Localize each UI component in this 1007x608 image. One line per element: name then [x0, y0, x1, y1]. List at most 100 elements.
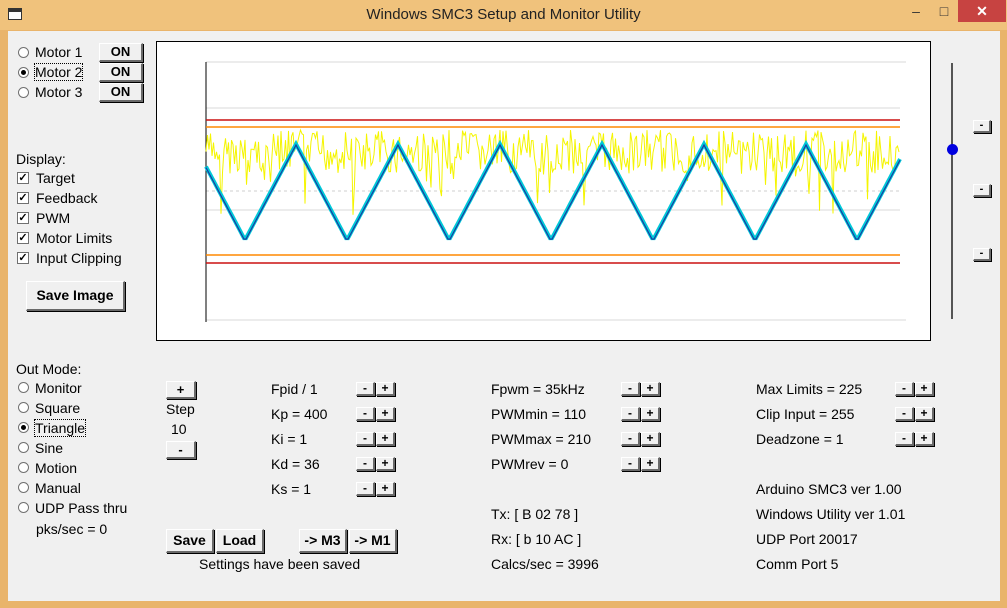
pwm-plus-button-3[interactable]: +	[641, 457, 660, 471]
motor-2-label: Motor 2	[33, 63, 84, 81]
mode-udp-radio[interactable]	[18, 502, 29, 513]
step-value: 10	[171, 421, 187, 437]
pwm-label-2: PWMmax = 210	[491, 431, 591, 447]
close-button[interactable]: ✕	[958, 0, 1006, 22]
mode-triangle-radio[interactable]	[18, 422, 29, 433]
tx-readout: Tx: [ B 02 78 ]	[491, 506, 579, 522]
mode-square-label: Square	[35, 400, 81, 416]
motor-2-radio[interactable]	[18, 67, 29, 78]
pid-minus-button-2[interactable]: -	[356, 432, 375, 446]
motor-1-radio[interactable]	[18, 47, 29, 58]
pwm-minus-button-3[interactable]: -	[621, 457, 640, 471]
maximize-button[interactable]: □	[939, 3, 949, 19]
load-button[interactable]: Load	[216, 529, 264, 553]
limit-plus-button-2[interactable]: +	[915, 432, 934, 446]
save-button[interactable]: Save	[166, 529, 214, 553]
pid-plus-button-1[interactable]: +	[376, 407, 395, 421]
plot-panel	[156, 41, 931, 341]
pid-plus-button-2[interactable]: +	[376, 432, 395, 446]
out-mode-heading: Out Mode:	[16, 361, 82, 377]
copy-to-m1-button[interactable]: -> M1	[349, 529, 397, 553]
window-title: Windows SMC3 Setup and Monitor Utility	[366, 6, 641, 23]
pwm-trace	[205, 128, 900, 215]
pwm-checkbox[interactable]: ✓	[17, 212, 29, 224]
app-icon	[8, 8, 22, 20]
motor-3-label: Motor 3	[35, 84, 83, 100]
step-plus-button[interactable]: +	[166, 381, 196, 399]
limit-label-2: Deadzone = 1	[756, 431, 844, 447]
limit-minus-button-2[interactable]: -	[895, 432, 914, 446]
feedback-checkbox[interactable]: ✓	[17, 192, 29, 204]
slider-middle-button[interactable]: -	[973, 184, 991, 197]
calcs-per-sec: Calcs/sec = 3996	[491, 556, 599, 572]
pwm-minus-button-2[interactable]: -	[621, 432, 640, 446]
arduino-version: Arduino SMC3 ver 1.00	[756, 481, 902, 497]
motor-limits-checkbox[interactable]: ✓	[17, 232, 29, 244]
pid-minus-button-0[interactable]: -	[356, 382, 375, 396]
motor-3-on-button[interactable]: ON	[99, 83, 143, 102]
pwm-plus-button-2[interactable]: +	[641, 432, 660, 446]
title-bar: Windows SMC3 Setup and Monitor Utility –…	[0, 0, 1007, 30]
comm-port: Comm Port 5	[756, 556, 839, 572]
motor-1-label: Motor 1	[35, 44, 83, 60]
client-area: Motor 1 ON Motor 2 ON Motor 3 ON Display…	[8, 31, 1000, 601]
limit-plus-button-1[interactable]: +	[915, 407, 934, 421]
mode-square-radio[interactable]	[18, 402, 29, 413]
motor-limits-label: Motor Limits	[36, 230, 113, 246]
pwm-plus-button-1[interactable]: +	[641, 407, 660, 421]
limit-minus-button-1[interactable]: -	[895, 407, 914, 421]
mode-motion-label: Motion	[35, 460, 78, 476]
pwm-minus-button-0[interactable]: -	[621, 382, 640, 396]
copy-to-m3-button[interactable]: -> M3	[299, 529, 347, 553]
limit-minus-button-0[interactable]: -	[895, 382, 914, 396]
feedback-trace	[205, 143, 901, 240]
position-slider-track[interactable]	[951, 63, 953, 319]
mode-manual-radio[interactable]	[18, 482, 29, 493]
slider-bottom-button[interactable]: -	[973, 248, 991, 261]
pid-plus-button-4[interactable]: +	[376, 482, 395, 496]
mode-monitor-radio[interactable]	[18, 382, 29, 393]
pid-label-1: Kp = 400	[271, 406, 328, 422]
input-clipping-label: Input Clipping	[36, 250, 122, 266]
input-clipping-checkbox[interactable]: ✓	[17, 252, 29, 264]
pid-label-2: Ki = 1	[271, 431, 308, 447]
position-slider-thumb[interactable]	[947, 144, 958, 155]
target-label: Target	[36, 170, 75, 186]
motor-3-radio[interactable]	[18, 87, 29, 98]
motor-2-on-button[interactable]: ON	[99, 63, 143, 82]
limit-label-0: Max Limits = 225	[756, 381, 863, 397]
rx-readout: Rx: [ b 10 AC ]	[491, 531, 582, 547]
utility-version: Windows Utility ver 1.01	[756, 506, 906, 522]
pid-label-0: Fpid / 1	[271, 381, 318, 397]
step-minus-button[interactable]: -	[166, 441, 196, 459]
waveform-plot	[204, 61, 906, 322]
mode-manual-label: Manual	[35, 480, 81, 496]
limit-label-1: Clip Input = 255	[756, 406, 855, 422]
mode-sine-radio[interactable]	[18, 442, 29, 453]
mode-udp-label: UDP Pass thru	[35, 500, 128, 516]
pid-minus-button-1[interactable]: -	[356, 407, 375, 421]
pid-minus-button-4[interactable]: -	[356, 482, 375, 496]
save-image-button[interactable]: Save Image	[26, 281, 125, 311]
mode-motion-radio[interactable]	[18, 462, 29, 473]
packets-per-sec: pks/sec = 0	[36, 521, 108, 537]
target-checkbox[interactable]: ✓	[17, 172, 29, 184]
slider-top-button[interactable]: -	[973, 120, 991, 133]
pwm-plus-button-0[interactable]: +	[641, 382, 660, 396]
status-message: Settings have been saved	[199, 556, 361, 572]
pwm-label-1: PWMmin = 110	[491, 406, 587, 422]
pid-plus-button-3[interactable]: +	[376, 457, 395, 471]
pwm-label-0: Fpwm = 35kHz	[491, 381, 585, 397]
minimize-button[interactable]: –	[912, 3, 920, 19]
pid-label-3: Kd = 36	[271, 456, 320, 472]
pwm-minus-button-1[interactable]: -	[621, 407, 640, 421]
pwm-label: PWM	[36, 210, 71, 226]
pid-plus-button-0[interactable]: +	[376, 382, 395, 396]
mode-triangle-label: Triangle	[33, 419, 87, 437]
motor-1-on-button[interactable]: ON	[99, 43, 143, 62]
mode-sine-label: Sine	[35, 440, 64, 456]
pid-label-4: Ks = 1	[271, 481, 312, 497]
limit-plus-button-0[interactable]: +	[915, 382, 934, 396]
pid-minus-button-3[interactable]: -	[356, 457, 375, 471]
